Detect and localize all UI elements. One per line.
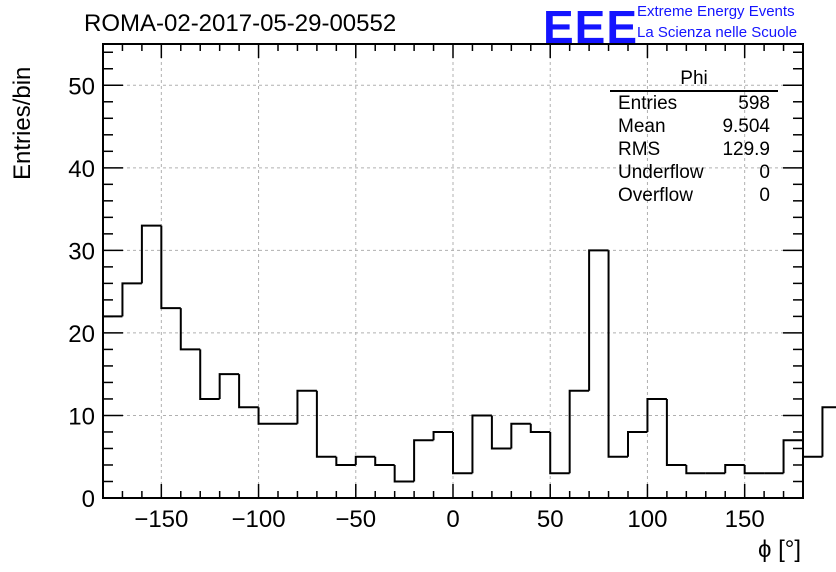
histogram-bin [782, 439, 803, 474]
stats-label: Entries [618, 93, 678, 114]
y-tick-label: 50 [68, 73, 95, 100]
histogram-bin [588, 249, 609, 391]
y-tick-label: 30 [68, 238, 95, 265]
y-axis-label: Entries/bin [9, 67, 36, 180]
histogram-bin [802, 440, 823, 458]
stats-box: Phi Entries 598 Mean 9.504 RMS 129.9 Und… [610, 68, 778, 207]
histogram-bin [374, 456, 395, 466]
chart-title: ROMA-02-2017-05-29-00552 [84, 10, 397, 37]
x-axis-label: ϕ [°] [758, 536, 801, 563]
stats-label: RMS [618, 139, 661, 160]
histogram-bin [218, 373, 240, 399]
histogram-bin [238, 374, 259, 409]
histogram-bin [724, 463, 745, 474]
x-tick-label: 50 [537, 506, 564, 533]
y-tick-label: 20 [68, 321, 95, 348]
histogram-bin [510, 422, 531, 449]
histogram-bin [568, 389, 590, 474]
stats-value: 598 [738, 93, 770, 114]
histogram-bin [646, 397, 667, 432]
stats-value: 0 [759, 185, 770, 206]
histogram-bin [393, 464, 415, 483]
x-tick-label: −50 [335, 506, 376, 533]
histogram-bin [102, 315, 123, 498]
histogram-bin [821, 406, 836, 457]
histogram-bin [685, 464, 706, 475]
stats-row-overflow: Overflow 0 [610, 184, 778, 207]
histogram-bin [627, 430, 648, 457]
histogram-bin [199, 349, 220, 400]
histogram-bin [471, 414, 492, 474]
histogram-bin [452, 431, 473, 475]
x-tick-label: 0 [446, 506, 459, 533]
histogram-bin [490, 415, 512, 450]
y-tick-label: 10 [68, 403, 95, 430]
histogram-bin [665, 398, 687, 466]
stats-row-mean: Mean 9.504 [610, 115, 778, 138]
histogram-bin [607, 250, 628, 458]
histogram-bin [257, 407, 278, 425]
stats-box-title: Phi [610, 68, 778, 92]
stats-label: Overflow [618, 185, 693, 206]
brand-line-1: Extreme Energy Events [637, 3, 795, 20]
histogram-bin [743, 464, 765, 475]
x-tick-label: 150 [725, 506, 765, 533]
y-tick-label: 0 [82, 486, 95, 513]
stats-row-rms: RMS 129.9 [610, 138, 778, 161]
histogram-bin [413, 439, 434, 482]
histogram-bin [315, 390, 337, 458]
x-tick-label: −150 [134, 506, 188, 533]
histogram-bin [549, 431, 570, 475]
stats-value: 0 [759, 162, 770, 183]
stats-row-underflow: Underflow 0 [610, 161, 778, 184]
y-tick-label: 40 [68, 156, 95, 183]
histogram-bin [160, 225, 181, 310]
histogram-bin [179, 308, 201, 351]
x-tick-label: 100 [627, 506, 667, 533]
histogram-bin [296, 389, 317, 424]
stats-row-entries: Entries 598 [610, 92, 778, 115]
brand-line-2: La Scienza nelle Scuole [637, 24, 798, 41]
histogram-bin [121, 282, 142, 317]
stats-label: Mean [618, 116, 666, 137]
histogram-bin [529, 423, 551, 433]
histogram-bin [335, 456, 356, 466]
histogram-bin [140, 224, 162, 284]
stats-value: 9.504 [722, 116, 770, 137]
histogram-bin [354, 455, 376, 465]
x-tick-label: −100 [232, 506, 286, 533]
stats-value: 129.9 [722, 139, 770, 160]
stats-label: Underflow [618, 162, 704, 183]
histogram-bin [432, 430, 453, 441]
